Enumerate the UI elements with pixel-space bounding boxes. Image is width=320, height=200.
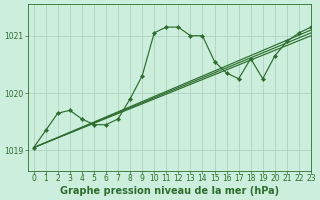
X-axis label: Graphe pression niveau de la mer (hPa): Graphe pression niveau de la mer (hPa): [60, 186, 279, 196]
